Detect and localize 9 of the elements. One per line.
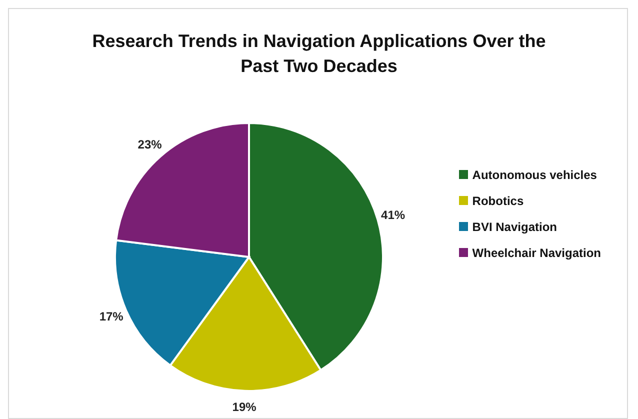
legend-label: Wheelchair Navigation (472, 246, 601, 260)
data-label: 17% (99, 310, 124, 324)
data-label: 19% (232, 400, 257, 414)
legend-label: Autonomous vehicles (472, 168, 597, 182)
chart-title: Research Trends in Navigation Applications Over the Past Two Decades (91, 30, 547, 78)
data-label: 23% (138, 137, 162, 152)
legend-label: Robotics (472, 194, 524, 208)
data-label: 41% (381, 208, 406, 222)
legend-label: BVI Navigation (472, 220, 557, 234)
